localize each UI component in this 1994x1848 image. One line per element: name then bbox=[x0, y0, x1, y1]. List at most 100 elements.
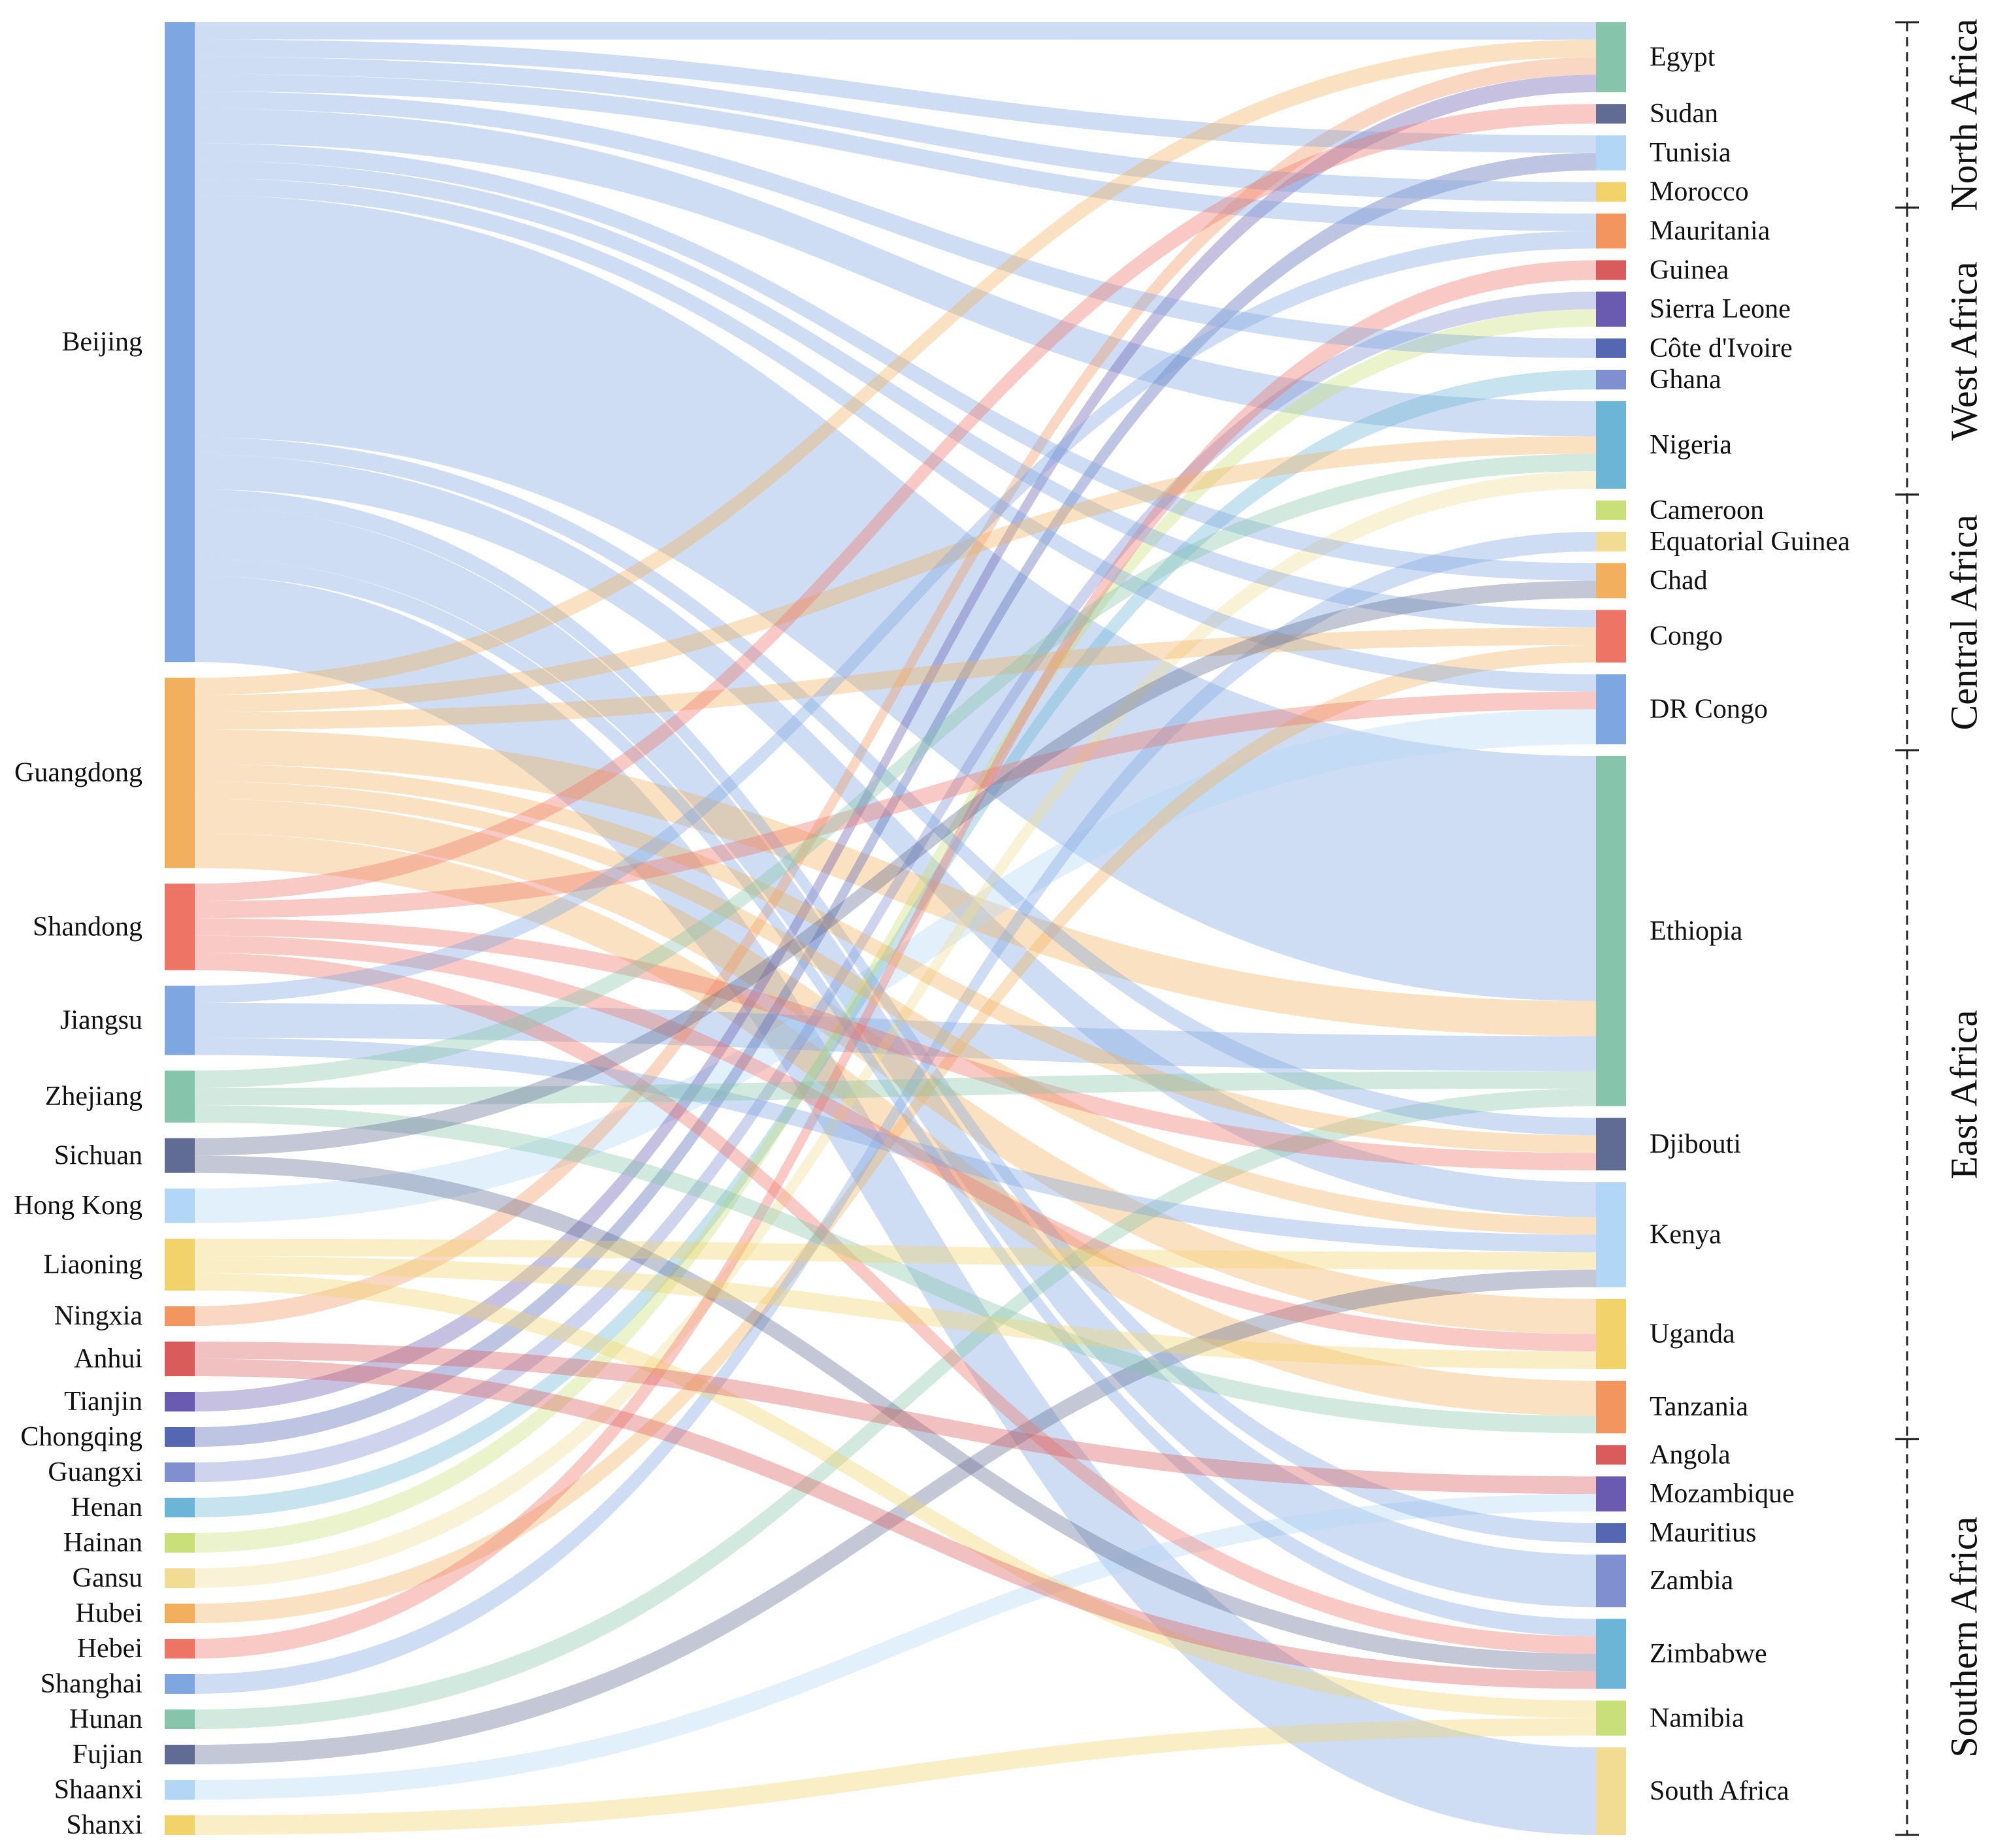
flow-henan-to-ghana bbox=[195, 369, 1596, 1517]
flow-beijing-to-nigeria bbox=[195, 108, 1596, 437]
flow-shandong-to-zimbabwe bbox=[195, 953, 1596, 1654]
source-node-ningxia[interactable] bbox=[165, 1306, 195, 1327]
target-node-tanzania[interactable] bbox=[1596, 1381, 1626, 1434]
target-label-tunisia: Tunisia bbox=[1650, 138, 1731, 168]
flow-zhejiang-to-ethiopia bbox=[195, 1071, 1596, 1106]
flow-zhejiang-to-nigeria bbox=[195, 454, 1596, 1088]
flow-hubei-to-congo bbox=[195, 645, 1596, 1623]
source-node-shanxi[interactable] bbox=[165, 1815, 195, 1835]
source-node-gansu[interactable] bbox=[165, 1568, 195, 1588]
flow-anhui-to-zimbabwe bbox=[195, 1359, 1596, 1689]
flow-sichuan-to-zimbabwe bbox=[195, 1155, 1596, 1672]
target-node-zambia[interactable] bbox=[1596, 1554, 1626, 1608]
flow-beijing-to-zambia bbox=[195, 506, 1596, 1608]
source-node-guangxi[interactable] bbox=[165, 1462, 195, 1482]
flow-beijing-to-ethiopia bbox=[195, 195, 1596, 1001]
source-label-hong-kong: Hong Kong bbox=[14, 1191, 142, 1221]
flow-links bbox=[195, 22, 1596, 1835]
flow-beijing-to-kenya bbox=[195, 454, 1596, 1217]
flow-hunan-to-ethiopia bbox=[195, 1088, 1596, 1729]
flow-liaoning-to-namibia bbox=[195, 1273, 1596, 1719]
flow-beijing-to-dr-congo bbox=[195, 178, 1596, 692]
target-node-zimbabwe[interactable] bbox=[1596, 1619, 1626, 1689]
source-label-liaoning: Liaoning bbox=[43, 1249, 142, 1279]
target-node-kenya[interactable] bbox=[1596, 1182, 1626, 1287]
target-label-sierra-leone: Sierra Leone bbox=[1650, 294, 1791, 324]
target-node-cote-d-ivoire[interactable] bbox=[1596, 338, 1626, 358]
target-label-kenya: Kenya bbox=[1650, 1219, 1721, 1249]
target-node-ethiopia[interactable] bbox=[1596, 755, 1626, 1106]
source-node-shaanxi[interactable] bbox=[165, 1780, 195, 1800]
source-node-henan[interactable] bbox=[165, 1498, 195, 1517]
target-node-nigeria[interactable] bbox=[1596, 401, 1626, 489]
flow-beijing-to-congo bbox=[195, 160, 1596, 628]
target-label-guinea: Guinea bbox=[1650, 255, 1729, 285]
flow-anhui-to-mozambique bbox=[195, 1342, 1596, 1494]
flow-hebei-to-guinea bbox=[195, 260, 1596, 1658]
source-node-hong-kong[interactable] bbox=[165, 1188, 195, 1223]
target-node-morocco[interactable] bbox=[1596, 182, 1626, 202]
target-node-congo[interactable] bbox=[1596, 610, 1626, 663]
source-node-chongqing[interactable] bbox=[165, 1427, 195, 1447]
flow-ningxia-to-egypt bbox=[195, 57, 1596, 1327]
flow-beijing-to-djibouti bbox=[195, 437, 1596, 1136]
source-node-hainan[interactable] bbox=[165, 1533, 195, 1553]
flow-shandong-to-uganda bbox=[195, 935, 1596, 1352]
target-label-ethiopia: Ethiopia bbox=[1650, 916, 1743, 946]
source-node-sichuan[interactable] bbox=[165, 1138, 195, 1173]
target-node-cameroon[interactable] bbox=[1596, 500, 1626, 520]
flow-chongqing-to-tunisia bbox=[195, 152, 1596, 1447]
target-node-uganda[interactable] bbox=[1596, 1298, 1626, 1369]
target-node-equatorial-guinea[interactable] bbox=[1596, 531, 1626, 552]
source-node-jiangsu[interactable] bbox=[165, 985, 195, 1055]
target-node-mauritania[interactable] bbox=[1596, 213, 1626, 249]
flow-beijing-to-mauritania bbox=[195, 74, 1596, 231]
target-label-chad: Chad bbox=[1650, 566, 1708, 596]
source-label-hubei: Hubei bbox=[75, 1598, 142, 1628]
target-node-tunisia[interactable] bbox=[1596, 135, 1626, 171]
source-label-ningxia: Ningxia bbox=[54, 1301, 143, 1331]
source-node-shandong[interactable] bbox=[165, 883, 195, 970]
source-node-guangdong[interactable] bbox=[165, 678, 195, 868]
source-label-shanghai: Shanghai bbox=[41, 1669, 142, 1699]
source-label-fujian: Fujian bbox=[73, 1740, 142, 1770]
source-node-hubei[interactable] bbox=[165, 1604, 195, 1623]
target-node-mozambique[interactable] bbox=[1596, 1476, 1626, 1511]
target-node-ghana[interactable] bbox=[1596, 369, 1626, 389]
flow-hong-kong-to-dr-congo bbox=[195, 709, 1596, 1223]
target-label-mauritania: Mauritania bbox=[1650, 216, 1770, 246]
source-node-fujian[interactable] bbox=[165, 1745, 195, 1764]
source-node-shanghai[interactable] bbox=[165, 1674, 195, 1694]
source-node-hebei[interactable] bbox=[165, 1639, 195, 1658]
target-node-angola[interactable] bbox=[1596, 1445, 1626, 1465]
source-node-beijing[interactable] bbox=[165, 22, 195, 663]
source-label-jiangsu: Jiangsu bbox=[60, 1006, 142, 1036]
flow-guangdong-to-ethiopia bbox=[195, 729, 1596, 1036]
source-node-liaoning[interactable] bbox=[165, 1238, 195, 1291]
flow-beijing-to-cote-d-ivoire bbox=[195, 91, 1596, 358]
target-node-dr-congo[interactable] bbox=[1596, 674, 1626, 744]
target-node-egypt[interactable] bbox=[1596, 22, 1626, 93]
target-node-djibouti[interactable] bbox=[1596, 1117, 1626, 1171]
source-node-anhui[interactable] bbox=[165, 1342, 195, 1376]
target-node-chad[interactable] bbox=[1596, 563, 1626, 599]
source-node-zhejiang[interactable] bbox=[165, 1070, 195, 1123]
target-label-namibia: Namibia bbox=[1650, 1703, 1744, 1733]
target-label-morocco: Morocco bbox=[1650, 177, 1749, 207]
source-node-tianjin[interactable] bbox=[165, 1392, 195, 1411]
target-node-namibia[interactable] bbox=[1596, 1700, 1626, 1736]
target-node-south-africa[interactable] bbox=[1596, 1747, 1626, 1835]
flow-shanxi-to-namibia bbox=[195, 1718, 1596, 1835]
source-label-gansu: Gansu bbox=[73, 1563, 142, 1593]
flow-beijing-to-tunisia bbox=[195, 39, 1596, 153]
region-label-southern-africa: Southern Africa bbox=[1943, 1517, 1986, 1758]
source-label-shanxi: Shanxi bbox=[66, 1810, 142, 1840]
target-node-mauritius[interactable] bbox=[1596, 1523, 1626, 1543]
source-label-anhui: Anhui bbox=[74, 1344, 142, 1374]
source-node-hunan[interactable] bbox=[165, 1709, 195, 1729]
target-node-guinea[interactable] bbox=[1596, 260, 1626, 280]
target-node-sudan[interactable] bbox=[1596, 104, 1626, 124]
region-brackets: North Africa West Africa Central Africa Eas… bbox=[1895, 19, 1986, 1836]
target-node-sierra-leone[interactable] bbox=[1596, 291, 1626, 327]
